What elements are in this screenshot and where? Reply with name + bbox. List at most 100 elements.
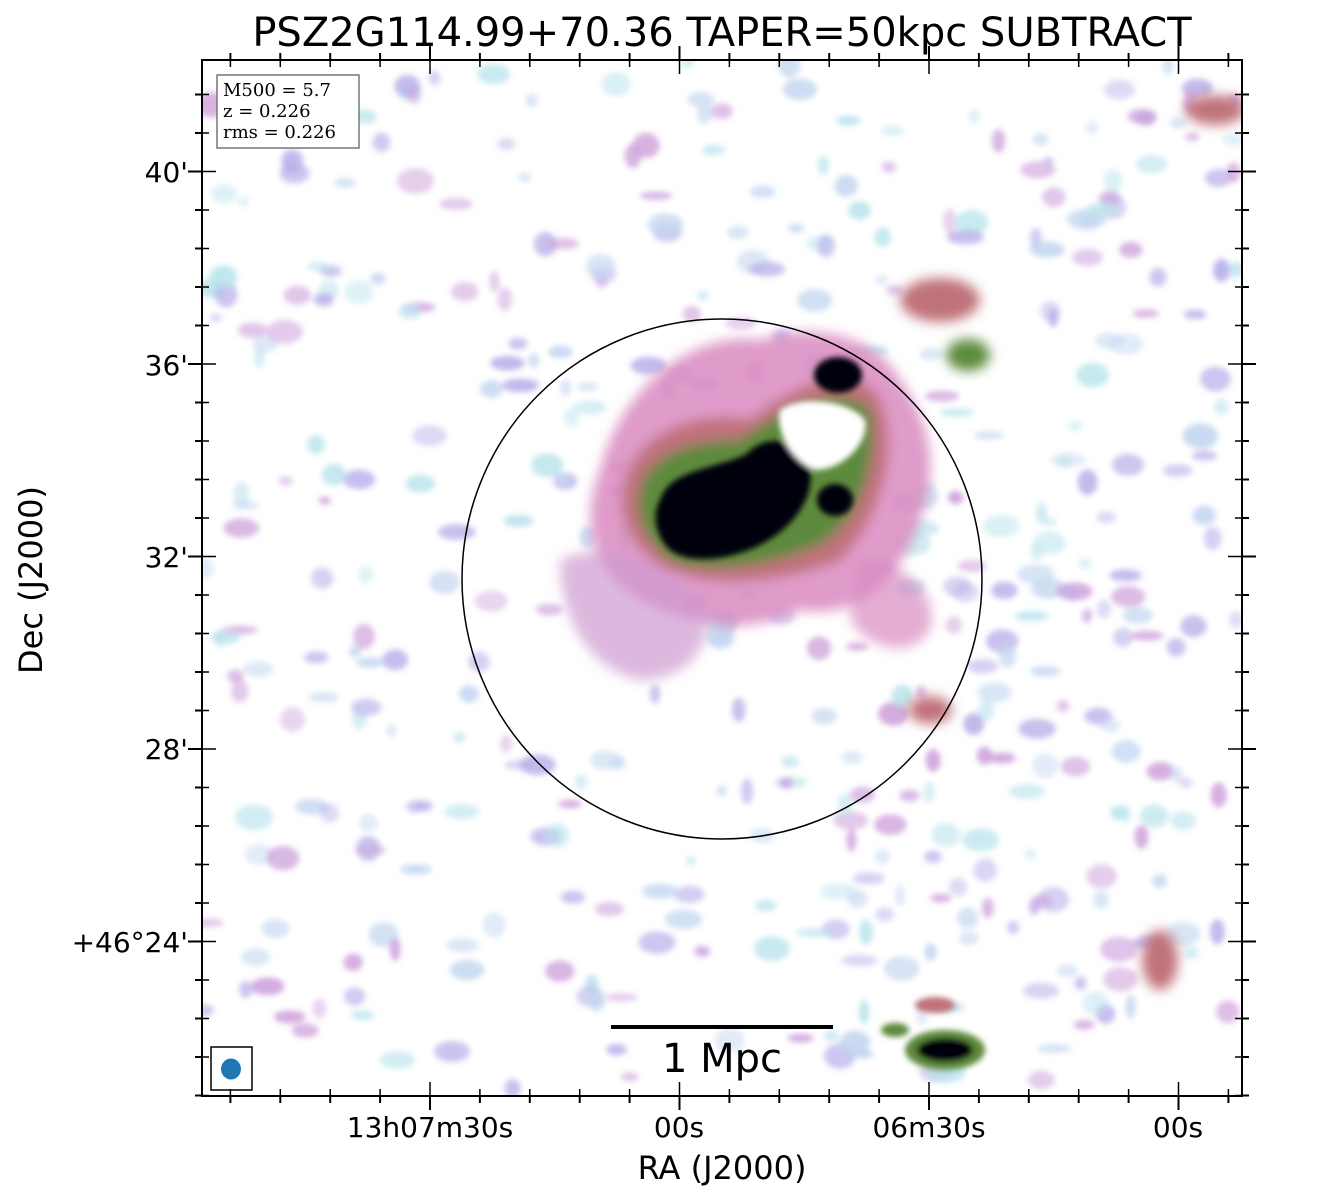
noise-speckle [242, 661, 274, 678]
noise-speckle [874, 848, 890, 865]
noise-speckle [1103, 169, 1123, 194]
noise-speckle [858, 999, 870, 1024]
noise-speckle [437, 524, 476, 540]
noise-speckle [545, 823, 570, 848]
noise-speckle [535, 603, 563, 616]
noise-speckle [977, 682, 1012, 703]
noise-speckle [1183, 309, 1207, 320]
noise-speckle [474, 590, 508, 612]
noise-speckle [250, 977, 285, 996]
noise-speckle [702, 144, 726, 156]
noise-speckle [819, 883, 858, 900]
noise-speckle [642, 883, 678, 899]
noise-speckle [1072, 248, 1103, 266]
beam-ellipse-icon [221, 1058, 241, 1080]
noise-speckle [295, 798, 329, 815]
noise-speckle [978, 699, 995, 721]
noise-speckle [554, 472, 570, 485]
noise-speckle [585, 253, 616, 280]
noise-speckle [1111, 586, 1146, 608]
background-noise [202, 60, 1242, 1096]
secondary-emission [900, 95, 1242, 990]
noise-speckle [1027, 1070, 1055, 1090]
noise-speckle [853, 1048, 874, 1059]
noise-speckle [1056, 700, 1070, 712]
noise-speckle [881, 161, 897, 173]
x-tick-label: 00s [654, 1111, 704, 1144]
noise-speckle [1152, 874, 1168, 888]
info-box: M500 = 5.7 z = 0.226 rms = 0.226 [216, 74, 360, 149]
noise-speckle [875, 907, 894, 922]
noise-speckle [647, 213, 684, 236]
noise-speckle [1162, 464, 1193, 477]
noise-speckle [1077, 469, 1098, 496]
noise-speckle [227, 669, 244, 683]
noise-speckle [923, 850, 943, 864]
noise-speckle [278, 476, 293, 486]
noise-speckle [1032, 133, 1049, 146]
noise-speckle [359, 814, 378, 832]
noise-speckle [638, 931, 676, 954]
axis-ticks [188, 46, 1256, 1110]
noise-speckle [846, 829, 857, 852]
noise-speckle [973, 431, 1005, 440]
noise-speckle [1099, 718, 1121, 733]
noise-speckle [919, 347, 942, 361]
noise-speckle [714, 1028, 745, 1053]
noise-speckle [525, 94, 538, 107]
noise-speckle [1056, 964, 1079, 977]
noise-speckle [782, 78, 818, 101]
noise-speckle [548, 345, 573, 359]
noise-speckle [1014, 611, 1050, 622]
noise-speckle [504, 760, 536, 770]
noise-speckle [280, 707, 305, 733]
noise-speckle [453, 732, 466, 743]
noise-speckle [697, 291, 709, 300]
noise-speckle [947, 490, 964, 505]
noise-speckle [1213, 398, 1229, 416]
noise-speckle [948, 877, 968, 897]
info-rms: rms = 0.226 [223, 122, 336, 143]
plot-frame [201, 59, 1243, 1097]
noise-speckle [778, 777, 794, 789]
noise-speckle [313, 292, 334, 307]
noise-speckle [1096, 599, 1112, 619]
noise-speckle [209, 265, 238, 289]
noise-speckle [531, 453, 564, 478]
noise-speckle [806, 636, 832, 660]
noise-speckle [1228, 611, 1242, 628]
noise-speckle [1042, 187, 1066, 208]
noise-speckle [899, 789, 920, 802]
noise-speckle [1042, 156, 1054, 166]
noise-speckle [500, 734, 513, 753]
noise-speckle [727, 225, 749, 240]
noise-speckle [239, 980, 253, 999]
noise-speckle [232, 501, 260, 510]
y-tick-label: 32' [145, 541, 188, 574]
noise-speckle [560, 379, 571, 396]
noise-speckle [1074, 976, 1087, 991]
noise-speckle [749, 185, 776, 198]
noise-speckle [350, 698, 382, 717]
noise-speckle [916, 685, 927, 699]
noise-speckle [533, 232, 557, 257]
noise-speckle [632, 132, 660, 158]
noise-speckle [891, 684, 914, 708]
noise-speckle [1036, 502, 1047, 524]
y-tick-label: +46°24' [72, 926, 188, 959]
noise-speckle [848, 201, 871, 220]
noise-speckle [343, 469, 376, 490]
noise-speckle [674, 885, 705, 904]
noise-speckle [778, 60, 801, 78]
noise-speckle [943, 208, 957, 234]
noise-speckle [748, 261, 786, 277]
noise-speckle [1008, 784, 1045, 800]
noise-speckle [310, 567, 334, 589]
noise-speckle [852, 872, 885, 885]
noise-speckle [988, 752, 1016, 764]
noise-speckle [1120, 805, 1131, 823]
noise-speckle [396, 168, 434, 194]
noise-speckle [929, 893, 952, 903]
noise-speckle [1169, 117, 1187, 129]
noise-speckle [682, 306, 701, 323]
